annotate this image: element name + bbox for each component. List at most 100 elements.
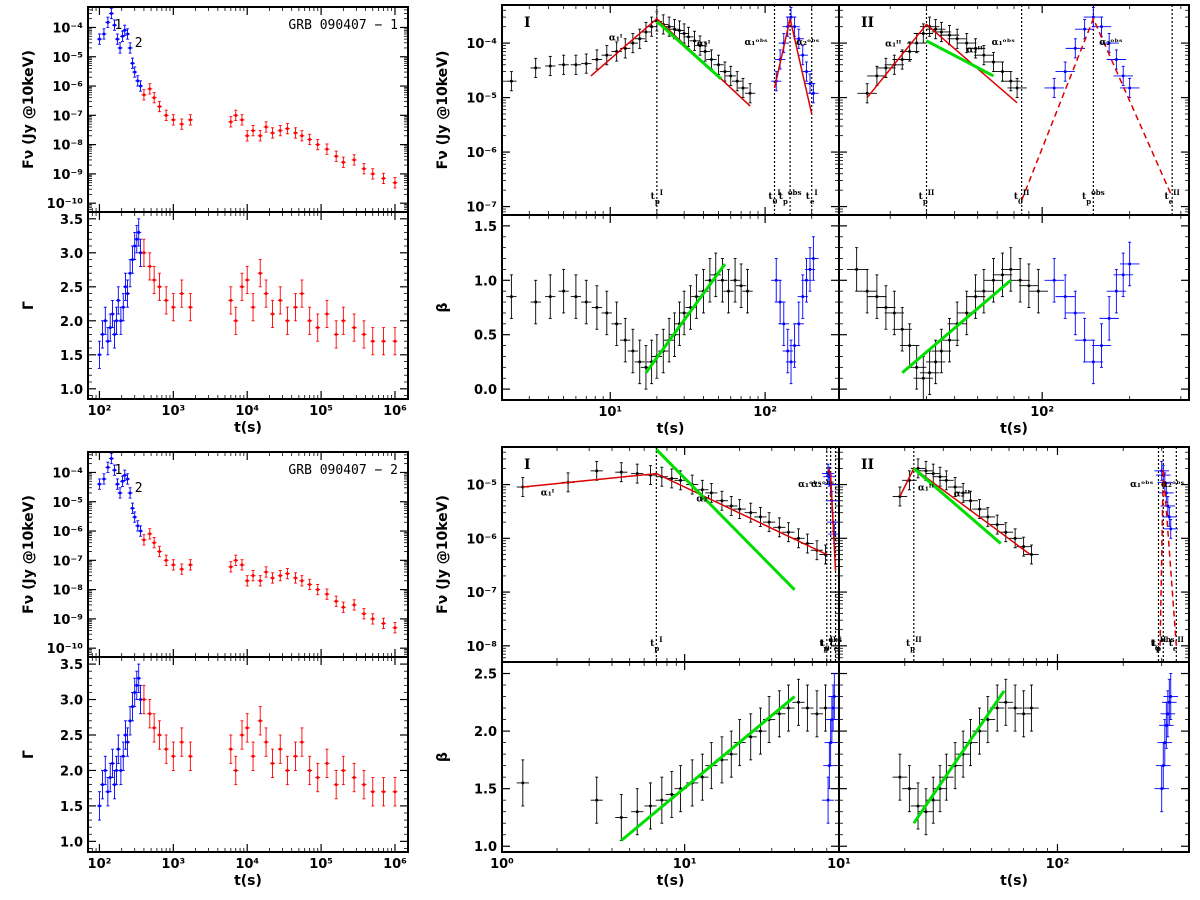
data-point [1083, 339, 1104, 385]
data-point [141, 89, 147, 101]
grb2-flux-plot-area [96, 452, 398, 634]
data-point [239, 272, 245, 301]
data-point [151, 537, 157, 549]
data-point [392, 777, 398, 807]
alpha-label: α₁ᵒᵇˢ [745, 38, 769, 48]
data-point [333, 595, 339, 607]
data-point [114, 306, 119, 335]
y-tick-label: 10⁻⁸ [466, 640, 497, 655]
marker-label: tpII [906, 635, 922, 653]
data-point [96, 791, 102, 821]
data-point [233, 554, 239, 566]
data-point [115, 734, 121, 764]
series-prompt [96, 218, 144, 369]
data-point [96, 33, 102, 45]
data-point [615, 462, 628, 483]
data-point [1099, 33, 1119, 54]
data-point [797, 45, 808, 66]
data-point [1119, 241, 1140, 287]
data-point [102, 755, 108, 786]
data-point [179, 118, 185, 130]
data-point [581, 53, 592, 74]
data-point [590, 776, 603, 824]
alpha-label: α₂ᴵᴵ [954, 489, 971, 499]
data-point [263, 121, 269, 133]
data-point [762, 512, 776, 533]
series-soft [516, 460, 832, 565]
y-tick-label: 10⁻⁴ [52, 466, 83, 481]
data-point [646, 16, 657, 37]
data-point [1106, 49, 1127, 70]
data-point [340, 156, 346, 168]
grb2-I-beta-plot-area [516, 673, 839, 842]
fit-line [655, 448, 796, 591]
data-point [735, 263, 747, 308]
data-point [257, 259, 263, 288]
data-point [114, 33, 120, 45]
grb1-gamma-axes: 10² 10³ 10⁴ 10⁵ 10⁶ 1.0 1.5 2.0 2.5 3.0 3.5 t(s) Γ [21, 211, 409, 436]
data-point [370, 613, 376, 625]
series-afterglow [141, 684, 398, 807]
fit-line [827, 468, 837, 571]
data-point [130, 57, 135, 69]
data-point [939, 317, 960, 363]
y-tick-label: 10⁻⁷ [52, 109, 83, 124]
data-point [228, 116, 234, 128]
y-tick-label: 10⁻¹⁰ [47, 642, 84, 657]
data-point [125, 727, 131, 757]
data-point [333, 320, 339, 349]
data-point [293, 293, 298, 322]
data-point [284, 123, 290, 135]
data-point [634, 28, 645, 49]
data-point [925, 776, 941, 824]
data-point [257, 130, 263, 142]
data-point [333, 770, 339, 800]
data-point [115, 286, 121, 315]
data-point [250, 293, 256, 322]
grb1-flux-axes: 10⁻¹⁰ 10⁻⁹ 10⁻⁸ 10⁻⁷ 10⁻⁶ 10⁻⁵ 10⁻⁴ Fν (Jy @10k… [21, 6, 409, 213]
grb1-gamma-plot-area [96, 218, 398, 369]
data-point [627, 328, 639, 374]
data-point [644, 782, 657, 830]
data-point [108, 7, 114, 20]
data-point [141, 238, 147, 267]
grb1-II-beta-plot-area [846, 241, 1140, 400]
alpha-label: α₂ᴵ [696, 495, 710, 505]
data-point [801, 684, 814, 732]
data-point [1160, 690, 1176, 738]
data-point [277, 734, 283, 764]
data-point [101, 473, 107, 485]
grb2-II-beta-plot-area [892, 673, 1179, 836]
data-point [96, 340, 102, 369]
data-point [361, 770, 367, 800]
data-point [381, 777, 387, 807]
data-point [101, 28, 107, 40]
grb2-gamma-plot-area [96, 663, 398, 821]
data-point [506, 71, 517, 92]
data-point [151, 713, 157, 743]
grb1-I-flux-axes: 10⁻⁷ 10⁻⁶ 10⁻⁵ 10⁻⁴ Fν (Jy @10keV) [435, 4, 840, 216]
data-point [925, 339, 946, 385]
data-point [270, 127, 275, 139]
data-point [789, 16, 800, 37]
data-point [141, 684, 147, 715]
data-point [983, 51, 1004, 73]
data-point [974, 268, 994, 314]
data-point [825, 696, 838, 744]
y-tick-label: 2.0 [60, 315, 83, 330]
grb1-II-flux-panel-label: II [861, 15, 874, 31]
data-point [284, 755, 290, 786]
data-point [631, 463, 644, 484]
data-point [634, 339, 645, 385]
grb1-gamma-xlabel: t(s) [234, 420, 262, 436]
data-point [819, 684, 832, 732]
data-point [655, 776, 668, 824]
data-point [729, 258, 741, 303]
y-tick-label: 10⁻⁶ [466, 146, 497, 161]
x-tick-label: 10¹ [673, 857, 697, 872]
data-point [299, 130, 305, 142]
data-point [340, 755, 346, 786]
data-point [187, 293, 193, 322]
data-point [250, 570, 256, 582]
